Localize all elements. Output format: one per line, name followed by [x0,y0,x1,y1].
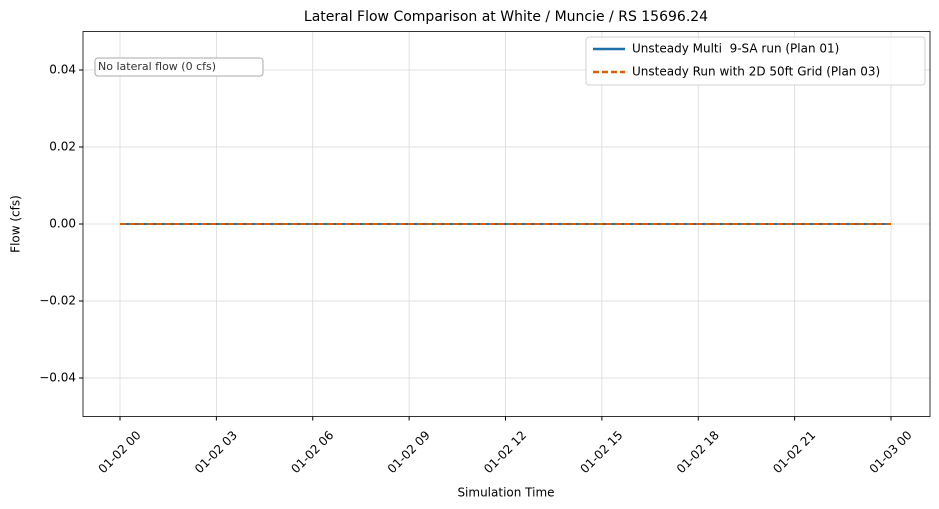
x-tick-label: 01-02 09 [385,428,433,476]
annotation-box [94,57,264,77]
x-tick-label: 01-02 00 [96,428,144,476]
x-tick-label: 01-02 12 [481,428,529,476]
legend-box [585,36,926,86]
chart-title: Lateral Flow Comparison at White / Munci… [304,9,708,25]
x-tick-label: 01-02 03 [192,428,240,476]
legend-label: Unsteady Run with 2D 50ft Grid (Plan 03) [632,65,880,79]
y-tick-label: 0.04 [49,63,76,77]
annotation: No lateral flow (0 cfs) [98,60,216,73]
x-axis-label: Simulation Time [457,486,554,500]
y-tick-label: −0.02 [39,294,76,308]
y-tick-label: 0.02 [49,140,76,154]
x-tick-label: 01-02 18 [674,428,722,476]
y-tick-label: 0.00 [49,217,76,231]
y-axis-label: Flow (cfs) [9,195,23,253]
x-tick-label: 01-02 06 [288,428,336,476]
legend-label: Unsteady Multi 9-SA run (Plan 01) [632,42,839,56]
y-tick-label: −0.04 [39,371,76,385]
x-tick-label: 01-02 15 [577,428,625,476]
x-tick-label: 01-02 21 [770,428,818,476]
plot-frame [82,31,931,417]
x-tick-label: 01-03 00 [867,428,915,476]
